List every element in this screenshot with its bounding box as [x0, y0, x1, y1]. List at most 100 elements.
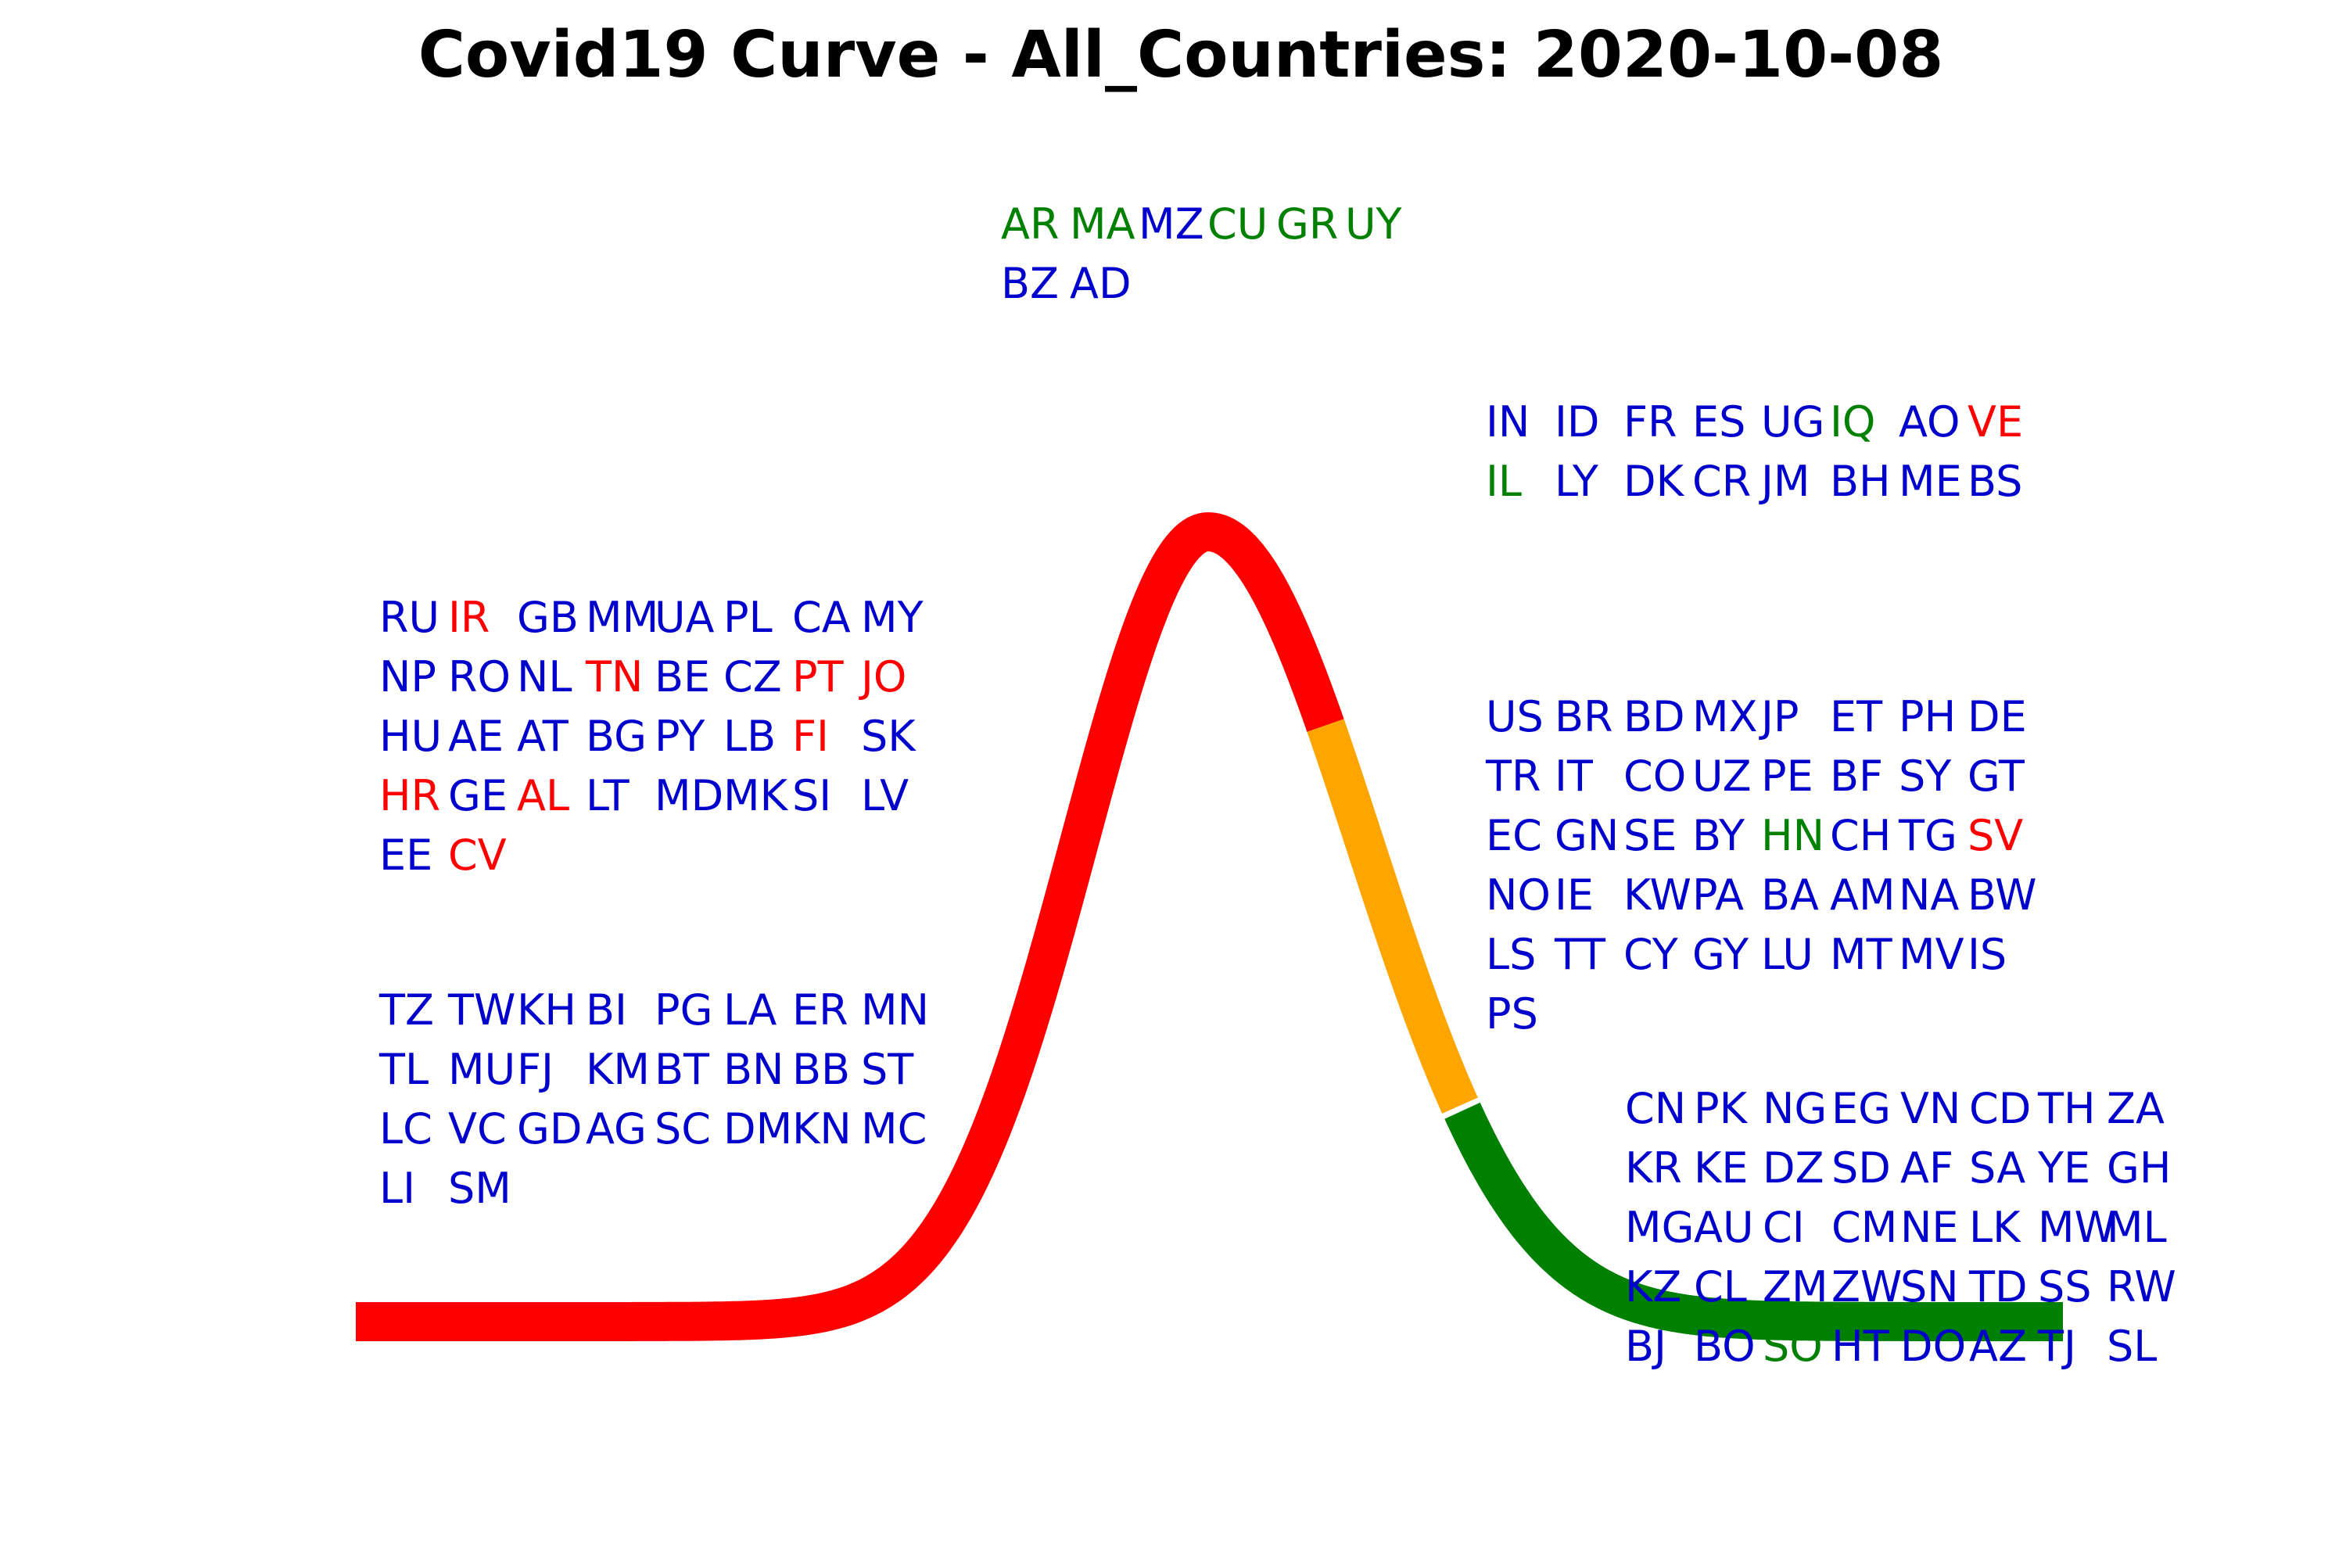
country-code-no: NO — [1486, 870, 1551, 920]
country-code-us: US — [1486, 692, 1544, 741]
country-code-ml: ML — [2107, 1203, 2167, 1252]
country-code-kw: KW — [1623, 870, 1691, 920]
country-code-ag: AG — [586, 1104, 647, 1154]
country-code-in: IN — [1486, 397, 1530, 447]
country-code-it: IT — [1555, 752, 1594, 801]
country-code-mg: MG — [1625, 1203, 1694, 1252]
country-code-ba: BA — [1761, 870, 1819, 920]
country-code-uy: UY — [1345, 199, 1403, 249]
country-code-vn: VN — [1900, 1084, 1960, 1133]
country-code-gd: GD — [517, 1104, 582, 1154]
country-code-me: ME — [1899, 457, 1962, 506]
country-code-ar: AR — [1001, 199, 1059, 249]
country-code-bj: BJ — [1625, 1322, 1666, 1371]
country-code-vc: VC — [448, 1104, 507, 1154]
country-code-cn: CN — [1625, 1084, 1686, 1133]
country-code-bs: BS — [1968, 457, 2022, 506]
country-code-ru: RU — [379, 593, 439, 642]
country-code-mv: MV — [1899, 930, 1964, 979]
country-code-bi: BI — [586, 985, 627, 1035]
country-code-py: PY — [655, 712, 705, 761]
country-code-sy: SY — [1899, 752, 1952, 801]
country-code-tg: TG — [1898, 811, 1957, 860]
country-code-th: TH — [2037, 1084, 2096, 1133]
country-code-cl: CL — [1694, 1262, 1747, 1311]
country-code-sa: SA — [1969, 1143, 2025, 1193]
country-code-ng: NG — [1763, 1084, 1827, 1133]
country-code-za: ZA — [2107, 1084, 2165, 1133]
country-code-br: BR — [1555, 692, 1613, 741]
country-code-sv: SV — [1968, 811, 2023, 860]
country-code-tw: TW — [447, 985, 515, 1035]
country-code-hr: HR — [379, 771, 440, 820]
country-code-bn: BN — [723, 1045, 784, 1094]
country-code-mn: MN — [861, 985, 929, 1035]
country-code-mu: MU — [448, 1045, 515, 1094]
country-code-ao: AO — [1899, 397, 1960, 447]
country-code-uz: UZ — [1692, 752, 1752, 801]
country-code-zw: ZW — [1831, 1262, 1902, 1311]
country-code-am: AM — [1830, 870, 1896, 920]
country-code-la: LA — [723, 985, 777, 1035]
country-code-ma: MA — [1070, 199, 1135, 249]
country-code-mt: MT — [1830, 930, 1893, 979]
country-code-ua: UA — [655, 593, 715, 642]
country-code-bb: BB — [792, 1045, 850, 1094]
country-code-cr: CR — [1692, 457, 1751, 506]
country-code-fi: FI — [792, 712, 829, 761]
country-code-cz: CZ — [723, 652, 782, 701]
group-flattened: CN PK NG EG VN CD TH ZA KR KE DZ SD AF SA YE GH MG AU CI CM… — [1625, 1084, 2176, 1371]
country-code-bg: BG — [586, 712, 647, 761]
curve-segment-declining — [1307, 715, 1478, 1118]
country-code-cy: CY — [1623, 930, 1679, 979]
country-code-fr: FR — [1623, 397, 1677, 447]
country-code-li: LI — [379, 1164, 415, 1213]
country-code-ss: SS — [2038, 1262, 2092, 1311]
country-code-mm: MM — [586, 593, 658, 642]
country-code-ca: CA — [792, 593, 851, 642]
country-code-km: KM — [586, 1045, 650, 1094]
country-code-bo: BO — [1694, 1322, 1756, 1371]
country-code-ps: PS — [1486, 989, 1538, 1039]
country-code-mx: MX — [1692, 692, 1758, 741]
group-rising-lower: TZ TW KH BI PG LA ER MN TL MU FJ KM BT BN BB ST LC VC GD AG… — [378, 985, 929, 1213]
country-code-hn: HN — [1761, 811, 1824, 860]
country-code-ci: CI — [1763, 1203, 1805, 1252]
country-code-ls: LS — [1486, 930, 1536, 979]
country-code-do: DO — [1900, 1322, 1966, 1371]
country-code-iq: IQ — [1830, 397, 1875, 447]
country-code-sn: SN — [1900, 1262, 1959, 1311]
country-code-bd: BD — [1623, 692, 1685, 741]
country-code-gt: GT — [1968, 752, 2025, 801]
country-code-bh: BH — [1830, 457, 1891, 506]
country-code-tl: TL — [378, 1045, 429, 1094]
country-code-dk: DK — [1623, 457, 1685, 506]
country-code-tz: TZ — [378, 985, 434, 1035]
country-code-mk: MK — [723, 771, 789, 820]
country-code-lv: LV — [861, 771, 909, 820]
country-code-lk: LK — [1969, 1203, 2021, 1252]
country-code-sd: SD — [1831, 1143, 1891, 1193]
curve-segment-rising — [339, 512, 1344, 1341]
country-code-id: ID — [1555, 397, 1600, 447]
group-past-peak-upper: IN ID FR ES UG IQ AO VE IL LY DK CR JM BH ME BS — [1486, 397, 2023, 506]
country-code-cm: CM — [1831, 1203, 1897, 1252]
country-code-my: MY — [861, 593, 924, 642]
country-code-sm: SM — [448, 1164, 511, 1213]
country-code-gy: GY — [1692, 930, 1749, 979]
country-code-ug: UG — [1761, 397, 1824, 447]
country-code-mc: MC — [861, 1104, 927, 1154]
country-code-pa: PA — [1692, 870, 1744, 920]
country-code-ly: LY — [1555, 457, 1599, 506]
country-code-si: SI — [792, 771, 831, 820]
country-code-lt: LT — [586, 771, 630, 820]
curve-segment-flattening — [1444, 1098, 2079, 1341]
country-code-pl: PL — [723, 593, 773, 642]
country-code-gb: GB — [517, 593, 579, 642]
country-code-ee: EE — [379, 831, 432, 880]
country-code-sl: SL — [2107, 1322, 2157, 1371]
country-code-lu: LU — [1761, 930, 1813, 979]
